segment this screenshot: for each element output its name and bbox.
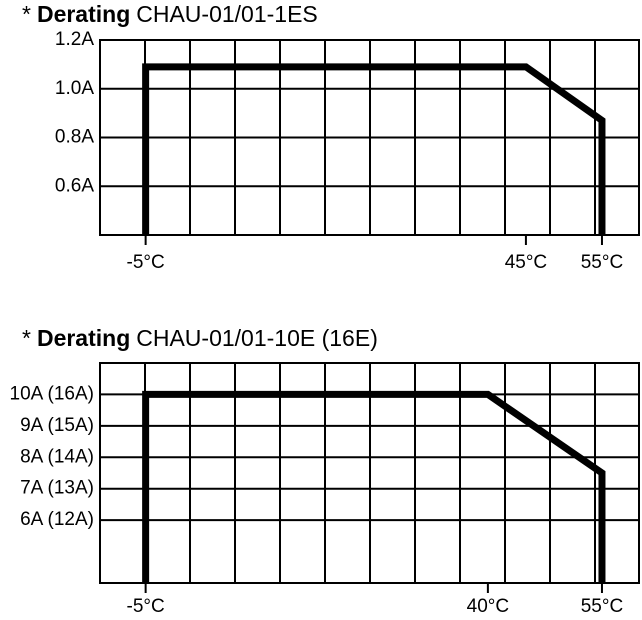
- plot-frame: [99, 362, 640, 584]
- x-tick-label: 40°C: [467, 596, 509, 617]
- title-part: *: [22, 325, 31, 351]
- x-tick-label: 55°C: [581, 596, 623, 617]
- y-tick-label: 1.0A: [55, 78, 94, 99]
- x-tick-label: -5°C: [127, 596, 165, 617]
- title-part: CHAU-01/01-1ES: [136, 1, 318, 27]
- y-tick-label: 0.6A: [55, 175, 94, 196]
- y-tick-label: 0.8A: [55, 127, 94, 148]
- y-tick-label: 1.2A: [55, 29, 94, 50]
- plot-frame: [99, 39, 640, 236]
- x-tick-label: 45°C: [505, 252, 547, 273]
- y-tick-label: 10A (16A): [10, 383, 95, 404]
- y-tick-label: 9A (15A): [20, 415, 94, 436]
- x-tick-label: 55°C: [581, 252, 623, 273]
- title-part: CHAU-01/01-10E (16E): [136, 325, 378, 351]
- y-tick-label: 6A (12A): [20, 509, 94, 530]
- x-tick-label: -5°C: [127, 252, 165, 273]
- title-part: Derating: [37, 325, 130, 351]
- y-tick-label: 7A (13A): [20, 478, 94, 499]
- chart-title: * Derating CHAU-01/01-10E (16E): [22, 325, 378, 351]
- chart-title: * Derating CHAU-01/01-1ES: [22, 1, 318, 27]
- chart: * Derating CHAU-01/01-1ES 0.6A 0.8A 1.0A 1.2A -…: [22, 1, 640, 273]
- chart: * Derating CHAU-01/01-10E (16E) 6A (12A) 7A …: [10, 325, 640, 617]
- derating-curve: [142, 63, 606, 235]
- title-part: *: [22, 1, 31, 27]
- derating-curve: [142, 390, 606, 583]
- y-tick-label: 8A (14A): [20, 446, 94, 467]
- title-part: Derating: [37, 1, 130, 27]
